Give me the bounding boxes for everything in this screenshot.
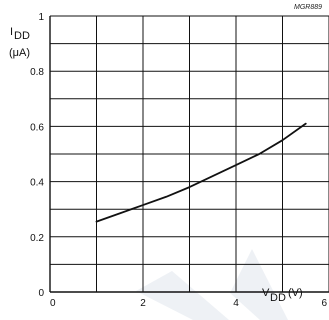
- x-axis-label-sub: DD: [270, 292, 286, 304]
- plot-grid: [49, 15, 329, 293]
- y-tick-label: 0.2: [30, 233, 44, 244]
- y-axis-label: I DD (μA): [9, 26, 30, 59]
- watermark-shape-right: [230, 249, 288, 320]
- y-axis-label-main: I: [10, 26, 13, 38]
- x-axis-label: V DD (V): [262, 287, 303, 304]
- y-tick-label: 0: [38, 288, 44, 299]
- tick-labels: 0 2 4 6 0 0.2 0.4 0.6 0.8 1: [30, 12, 327, 309]
- x-tick-label: 0: [50, 298, 56, 309]
- y-axis-label-unit: (μA): [9, 47, 30, 59]
- x-tick-label: 2: [140, 298, 146, 309]
- watermark: [136, 249, 288, 320]
- data-series-line: [95, 122, 307, 223]
- figure-code: MGR889: [294, 4, 322, 11]
- x-tick-label: 4: [233, 298, 239, 309]
- x-tick-label: 6: [321, 298, 327, 309]
- x-axis-label-unit: (V): [288, 287, 303, 299]
- x-axis-label-main: V: [262, 287, 270, 299]
- y-tick-label: 0.4: [30, 178, 44, 189]
- y-tick-label: 0.6: [30, 122, 44, 133]
- y-axis-label-sub: DD: [14, 30, 30, 42]
- watermark-shape-left: [136, 271, 229, 320]
- y-tick-label: 1: [38, 12, 44, 23]
- y-tick-label: 0.8: [30, 67, 44, 78]
